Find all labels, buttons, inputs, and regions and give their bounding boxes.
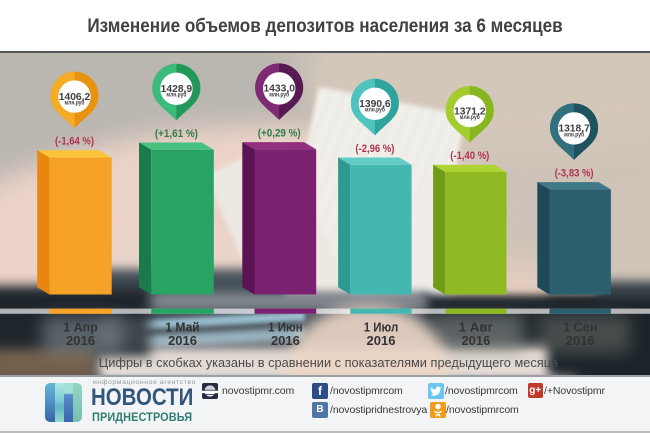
svg-text:1 Авг: 1 Авг [459, 320, 494, 335]
svg-text:1406,2: 1406,2 [59, 92, 91, 103]
svg-text:(-2,96 %): (-2,96 %) [355, 143, 394, 155]
svg-text:(-1,40 %): (-1,40 %) [450, 150, 489, 162]
svg-text:1 Июл: 1 Июл [364, 320, 399, 335]
svg-text:1 Апр: 1 Апр [63, 320, 98, 335]
svg-text:1433,0: 1433,0 [263, 84, 295, 95]
svg-text:(-3,83 %): (-3,83 %) [555, 167, 594, 179]
svg-text:млн.руб: млн.руб [65, 100, 85, 107]
svg-text:1 Май: 1 Май [165, 320, 200, 335]
svg-text:1 Июн: 1 Июн [268, 320, 303, 335]
svg-text:1390,6: 1390,6 [359, 99, 391, 110]
svg-text:2016: 2016 [367, 333, 396, 348]
svg-text:Цифры в скобках указаны в срав: Цифры в скобках указаны в сравнении с по… [99, 355, 559, 370]
svg-text:1428,9: 1428,9 [161, 84, 193, 95]
svg-text:1 Сен: 1 Сен [563, 320, 598, 335]
svg-text:(-1,64 %): (-1,64 %) [55, 136, 94, 148]
svg-text:млн.руб: млн.руб [269, 91, 289, 98]
svg-text:2016: 2016 [271, 333, 300, 348]
svg-text:2016: 2016 [66, 333, 95, 348]
svg-text:(+1,61 %): (+1,61 %) [155, 128, 198, 140]
svg-text:млн.руб: млн.руб [460, 114, 480, 121]
svg-text:1371,2: 1371,2 [454, 106, 486, 117]
svg-text:2016: 2016 [566, 333, 595, 348]
svg-text:млн.руб: млн.руб [564, 131, 584, 138]
svg-text:2016: 2016 [168, 333, 197, 348]
svg-text:2016: 2016 [461, 333, 490, 348]
svg-text:млн.руб: млн.руб [365, 107, 385, 114]
svg-text:1318,7: 1318,7 [558, 124, 590, 135]
svg-text:(+0,29 %): (+0,29 %) [258, 127, 301, 139]
svg-text:млн.руб: млн.руб [166, 92, 186, 99]
